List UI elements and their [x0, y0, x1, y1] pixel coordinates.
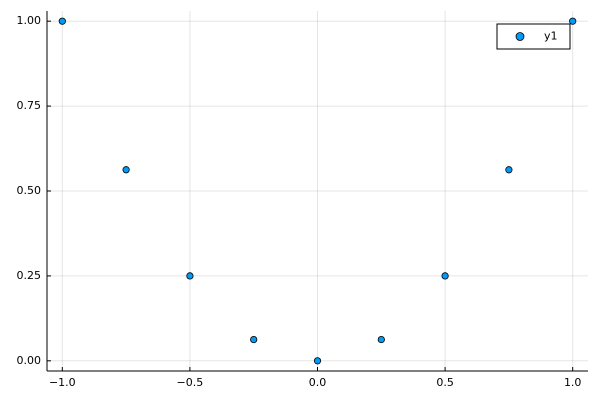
legend-marker — [515, 32, 525, 41]
x-tick-label: −1.0 — [49, 376, 76, 389]
x-tick-label: 0.0 — [309, 376, 327, 389]
legend-label: y1 — [544, 30, 558, 43]
y-tick-label: 0.75 — [17, 99, 42, 112]
y-tick-label: 0.00 — [17, 354, 42, 367]
y-tick-label: 0.50 — [17, 184, 42, 197]
point — [377, 335, 385, 344]
point — [569, 17, 577, 25]
y-tick-label: 0.25 — [17, 269, 42, 282]
point — [186, 272, 194, 280]
point — [441, 272, 449, 280]
x-tick-label: −0.5 — [177, 376, 204, 389]
point — [250, 335, 258, 344]
point — [313, 357, 322, 365]
point — [58, 17, 66, 25]
x-tick-label: 1.0 — [564, 376, 582, 389]
y-tick-label: 1.00 — [17, 14, 42, 27]
point — [505, 166, 513, 174]
point — [122, 166, 130, 174]
legend-box — [496, 23, 571, 50]
x-tick-label: 0.5 — [436, 376, 454, 389]
